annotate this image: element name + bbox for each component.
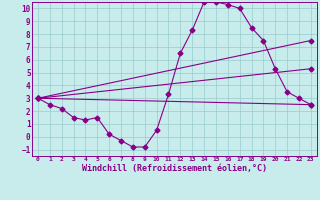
X-axis label: Windchill (Refroidissement éolien,°C): Windchill (Refroidissement éolien,°C) <box>82 164 267 173</box>
